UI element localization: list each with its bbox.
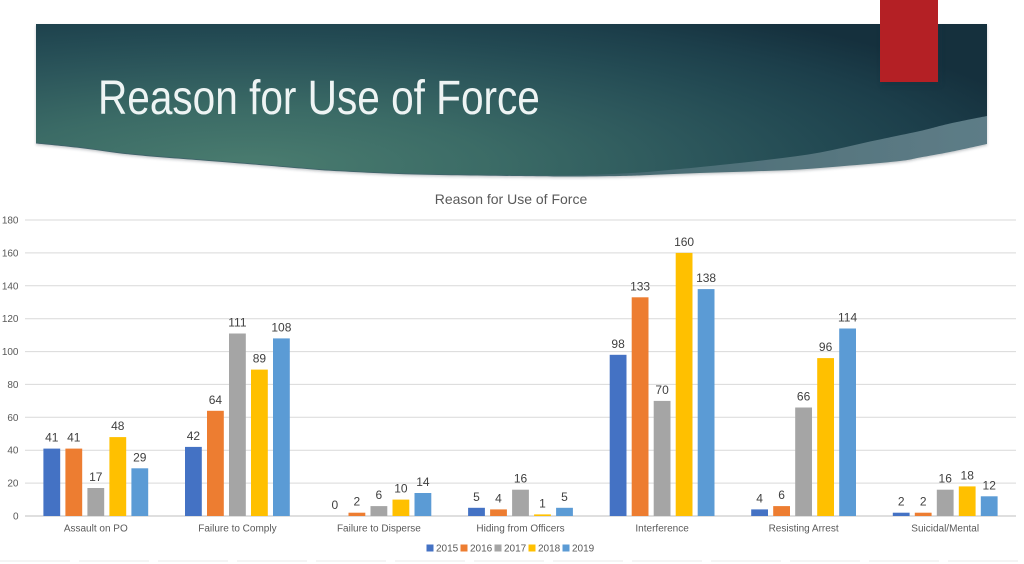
svg-text:29: 29 xyxy=(133,450,147,464)
svg-text:114: 114 xyxy=(838,311,857,325)
svg-text:0: 0 xyxy=(332,498,339,512)
svg-text:5: 5 xyxy=(473,490,480,504)
svg-text:6: 6 xyxy=(778,488,785,502)
svg-text:40: 40 xyxy=(7,446,19,457)
svg-text:10: 10 xyxy=(394,482,408,496)
svg-text:120: 120 xyxy=(2,314,19,325)
svg-text:2017: 2017 xyxy=(504,544,527,555)
svg-text:60: 60 xyxy=(7,413,19,424)
svg-text:Hiding from Officers: Hiding from Officers xyxy=(476,524,564,535)
svg-text:18: 18 xyxy=(961,468,975,482)
svg-text:6: 6 xyxy=(376,488,383,502)
svg-text:14: 14 xyxy=(416,475,430,489)
svg-text:160: 160 xyxy=(674,235,694,249)
svg-text:2016: 2016 xyxy=(470,544,493,555)
svg-text:Failure to Disperse: Failure to Disperse xyxy=(337,524,421,535)
svg-text:41: 41 xyxy=(67,431,81,445)
svg-text:48: 48 xyxy=(111,419,125,433)
svg-text:2018: 2018 xyxy=(538,544,561,555)
svg-text:100: 100 xyxy=(2,347,19,358)
svg-text:4: 4 xyxy=(495,491,502,505)
svg-text:133: 133 xyxy=(630,279,650,293)
svg-text:96: 96 xyxy=(819,340,833,354)
svg-text:66: 66 xyxy=(797,390,811,404)
svg-text:80: 80 xyxy=(7,380,19,391)
svg-text:0: 0 xyxy=(13,512,19,523)
svg-text:42: 42 xyxy=(187,429,201,443)
svg-text:2019: 2019 xyxy=(572,544,595,555)
svg-text:Interference: Interference xyxy=(635,524,689,535)
svg-text:2015: 2015 xyxy=(436,544,459,555)
svg-text:108: 108 xyxy=(271,320,291,334)
svg-text:160: 160 xyxy=(2,248,19,259)
svg-text:2: 2 xyxy=(920,495,927,509)
svg-text:111: 111 xyxy=(228,316,247,330)
svg-text:140: 140 xyxy=(2,281,19,292)
svg-text:Failure to Comply: Failure to Comply xyxy=(198,524,276,535)
svg-text:20: 20 xyxy=(7,479,19,490)
svg-text:Assault on PO: Assault on PO xyxy=(64,524,128,535)
svg-text:12: 12 xyxy=(983,478,997,492)
svg-text:17: 17 xyxy=(89,470,103,484)
svg-text:16: 16 xyxy=(514,472,528,486)
svg-text:16: 16 xyxy=(939,472,953,486)
svg-text:1: 1 xyxy=(539,496,546,510)
svg-text:Reason for Use of Force: Reason for Use of Force xyxy=(435,191,588,207)
svg-text:Resisting Arrest: Resisting Arrest xyxy=(769,524,839,535)
svg-text:2: 2 xyxy=(898,495,905,509)
svg-text:2: 2 xyxy=(354,495,361,509)
svg-text:5: 5 xyxy=(561,490,568,504)
svg-text:138: 138 xyxy=(696,271,716,285)
svg-text:89: 89 xyxy=(253,352,267,366)
svg-text:4: 4 xyxy=(756,491,763,505)
svg-text:64: 64 xyxy=(209,393,223,407)
svg-text:98: 98 xyxy=(611,337,625,351)
svg-text:70: 70 xyxy=(655,383,669,397)
svg-text:41: 41 xyxy=(45,431,59,445)
svg-text:180: 180 xyxy=(2,216,19,227)
svg-text:Suicidal/Mental: Suicidal/Mental xyxy=(911,524,979,535)
